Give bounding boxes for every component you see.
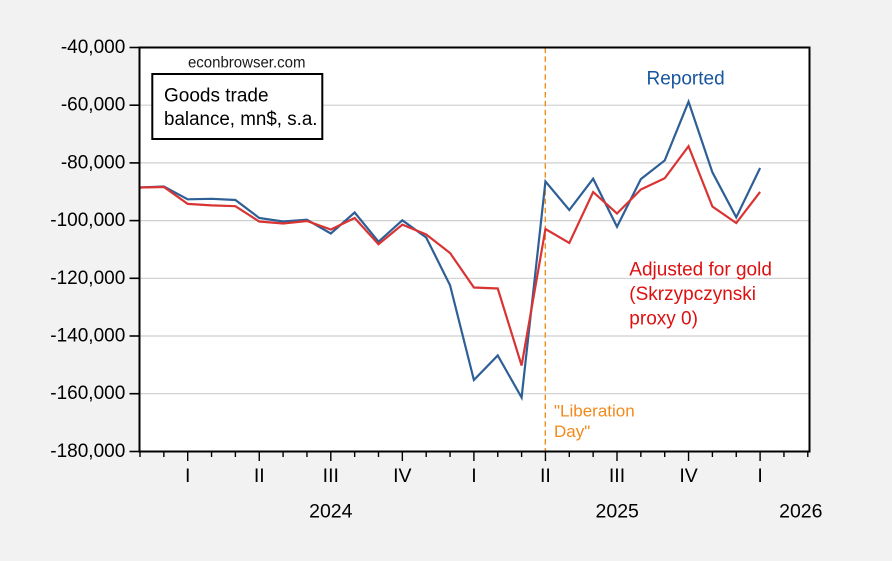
svg-text:Day": Day"	[554, 422, 590, 441]
svg-text:I: I	[471, 465, 476, 487]
svg-text:-180,000: -180,000	[50, 441, 125, 462]
svg-text:I: I	[185, 465, 190, 487]
svg-text:III: III	[323, 465, 339, 487]
svg-text:-140,000: -140,000	[50, 326, 125, 347]
svg-text:"Liberation: "Liberation	[554, 401, 635, 420]
svg-text:Reported: Reported	[647, 69, 725, 90]
svg-text:2025: 2025	[596, 501, 640, 523]
svg-text:IV: IV	[393, 465, 411, 487]
svg-text:IV: IV	[679, 465, 697, 487]
svg-text:-80,000: -80,000	[61, 152, 125, 173]
svg-text:-120,000: -120,000	[50, 268, 125, 289]
svg-text:(Skrzypczynski: (Skrzypczynski	[629, 284, 756, 305]
svg-text:-60,000: -60,000	[61, 95, 125, 116]
svg-text:Goods trade: Goods trade	[164, 85, 269, 106]
svg-text:I: I	[757, 465, 762, 487]
svg-text:2024: 2024	[309, 501, 353, 523]
svg-text:III: III	[609, 465, 625, 487]
svg-text:II: II	[540, 465, 551, 487]
svg-text:Adjusted for gold: Adjusted for gold	[629, 260, 772, 281]
svg-text:-160,000: -160,000	[50, 383, 125, 404]
svg-text:balance, mn$, s.a.: balance, mn$, s.a.	[164, 109, 318, 130]
svg-text:proxy 0): proxy 0)	[629, 309, 698, 330]
svg-text:-40,000: -40,000	[61, 37, 125, 58]
svg-text:-100,000: -100,000	[50, 210, 125, 231]
svg-text:econbrowser.com: econbrowser.com	[188, 55, 306, 72]
svg-text:II: II	[254, 465, 265, 487]
svg-text:2026: 2026	[779, 501, 822, 523]
